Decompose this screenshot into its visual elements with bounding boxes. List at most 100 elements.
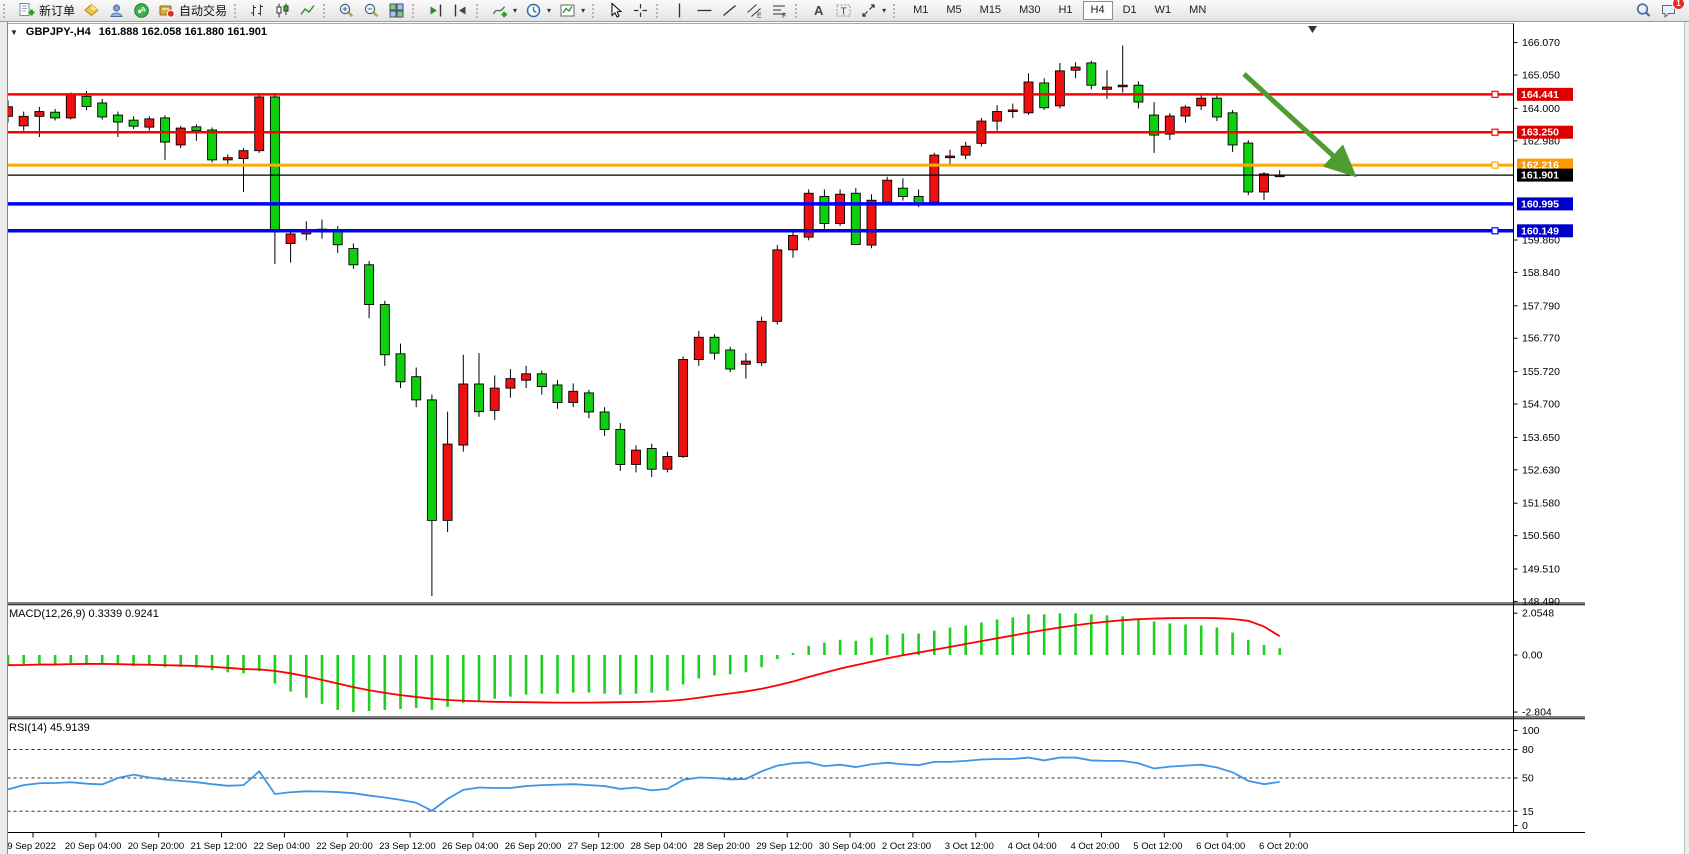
candle-body xyxy=(678,359,689,457)
tile-windows-button[interactable] xyxy=(384,1,409,20)
rsi-axis-label: 50 xyxy=(1522,773,1534,785)
search-button[interactable] xyxy=(1631,1,1656,20)
candle-body xyxy=(803,192,814,238)
toolbar-group-chart-type xyxy=(245,0,320,21)
time-axis-label: 23 Sep 12:00 xyxy=(379,841,436,852)
zoom-out-button[interactable] xyxy=(359,1,384,20)
toolbar-button-label: 自动交易 xyxy=(179,4,228,18)
toolbar-grip xyxy=(893,3,899,18)
label-button[interactable]: T xyxy=(831,1,856,20)
candle-body xyxy=(474,383,484,413)
chevron-down-icon[interactable]: ▾ xyxy=(882,6,887,15)
timeframe-button-mn[interactable]: MN xyxy=(1189,4,1207,16)
candle-body xyxy=(929,154,940,203)
chart-shift-button[interactable] xyxy=(448,1,473,20)
timeframe-button-w1[interactable]: W1 xyxy=(1154,4,1172,16)
rsi-axis-label: 15 xyxy=(1522,806,1534,818)
indicators-button[interactable]: ▾ xyxy=(487,1,521,20)
time-axis-label: 29 Sep 12:00 xyxy=(756,841,813,852)
drawn-arrow[interactable] xyxy=(1242,72,1357,178)
candle-body xyxy=(411,376,422,401)
toolbar-group-insert: ▾ ▾ ▾ xyxy=(487,0,589,21)
price-axis-label: 155.720 xyxy=(1522,366,1560,378)
candle-body xyxy=(442,443,453,521)
timeframe-button-m5[interactable]: M5 xyxy=(946,4,962,16)
price-badge xyxy=(1517,125,1573,139)
chevron-down-icon[interactable]: ▾ xyxy=(547,6,552,15)
signals-icon xyxy=(133,2,150,19)
horizontal-line-icon xyxy=(696,2,713,19)
toolbar-group-cursor xyxy=(603,0,653,21)
toolbar-grip xyxy=(234,3,240,18)
line-handle[interactable] xyxy=(1491,227,1499,235)
chevron-down-icon[interactable]: ▾ xyxy=(581,6,586,15)
new-order-button[interactable]: 新订单 xyxy=(14,1,79,20)
candle-body xyxy=(238,150,249,160)
price-axis-label: 153.650 xyxy=(1522,432,1560,444)
timeframe-button-h1[interactable]: H1 xyxy=(1058,4,1073,16)
timeframe-button-m15[interactable]: M15 xyxy=(979,4,1002,16)
trendline-button[interactable] xyxy=(717,1,742,20)
arrows-tool-button[interactable]: ▾ xyxy=(856,1,890,20)
toolbar-grip xyxy=(656,3,662,18)
line-handle[interactable] xyxy=(1491,128,1499,136)
candle-body xyxy=(191,126,202,132)
candle-body xyxy=(1180,106,1191,117)
toolbar-grip xyxy=(412,3,418,18)
timeframe-button-h4[interactable]: H4 xyxy=(1082,1,1113,20)
time-axis-label: 22 Sep 20:00 xyxy=(316,841,373,852)
zoom-in-button[interactable] xyxy=(334,1,359,20)
vertical-line-button[interactable] xyxy=(667,1,692,20)
community-button[interactable] xyxy=(104,1,129,20)
rsi-line xyxy=(7,756,1280,812)
time-axis-label: 19 Sep 2022 xyxy=(2,841,56,852)
timeframe-button-m1[interactable]: M1 xyxy=(913,4,929,16)
timeframe-button-d1[interactable]: D1 xyxy=(1122,4,1137,16)
timeframe-button-m30[interactable]: M30 xyxy=(1019,4,1041,16)
cursor-button[interactable] xyxy=(603,1,628,20)
candle-body xyxy=(364,264,375,305)
line-chart-icon xyxy=(299,2,316,19)
templates-button[interactable]: ▾ xyxy=(555,1,589,20)
line-chart-button[interactable] xyxy=(295,1,320,20)
chevron-down-icon[interactable]: ▼ xyxy=(10,27,18,37)
price-axis-label: 156.770 xyxy=(1522,333,1560,345)
price-axis-label: 159.860 xyxy=(1522,234,1560,246)
candlestick-icon xyxy=(274,2,291,19)
toolbar-group-timeframes: M1 M5 M15 M30 H1 H4 D1 W1 MN xyxy=(904,0,1215,21)
candle-body xyxy=(379,304,390,356)
candlestick-button[interactable] xyxy=(270,1,295,20)
candle-body xyxy=(646,448,657,470)
line-handle[interactable] xyxy=(1491,90,1499,98)
candle-body xyxy=(568,390,579,403)
periods-button[interactable]: ▾ xyxy=(521,1,555,20)
signals-button[interactable] xyxy=(129,1,154,20)
candle-body xyxy=(1102,86,1112,90)
crosshair-button[interactable] xyxy=(628,1,653,20)
metaeditor-button[interactable] xyxy=(79,1,104,20)
chart-shift-marker[interactable] xyxy=(1308,26,1317,33)
scroll-to-end-button[interactable] xyxy=(423,1,448,20)
candle-body xyxy=(631,449,641,465)
candle-body xyxy=(128,119,139,127)
chevron-down-icon[interactable]: ▾ xyxy=(513,6,518,15)
horizontal-line-button[interactable] xyxy=(692,1,717,20)
price-badge-label: 164.441 xyxy=(1521,89,1559,101)
bar-chart-button[interactable] xyxy=(245,1,270,20)
line-handle[interactable] xyxy=(1491,161,1499,169)
notifications-button[interactable]: 1 xyxy=(1656,0,1685,20)
channel-button[interactable]: E xyxy=(742,1,767,20)
candle-body xyxy=(740,360,751,365)
templates-icon xyxy=(559,2,576,19)
candle-body xyxy=(693,336,704,360)
candle-body xyxy=(81,95,92,107)
autotrading-button[interactable]: 自动交易 xyxy=(154,1,231,20)
price-axis-label: 165.050 xyxy=(1522,70,1560,82)
candle-body xyxy=(144,118,155,128)
fibonacci-button[interactable]: F xyxy=(767,1,792,20)
crosshair-icon xyxy=(632,2,649,19)
text-button[interactable]: A xyxy=(806,1,831,20)
toolbar: 新订单 自动交易 ▾ ▾ ▾ E F A T ▾ M1 M5 M15 M30 H1 H4 D1 W1 MN 1 xyxy=(0,0,1689,22)
time-axis-label: 5 Oct 12:00 xyxy=(1133,841,1182,852)
